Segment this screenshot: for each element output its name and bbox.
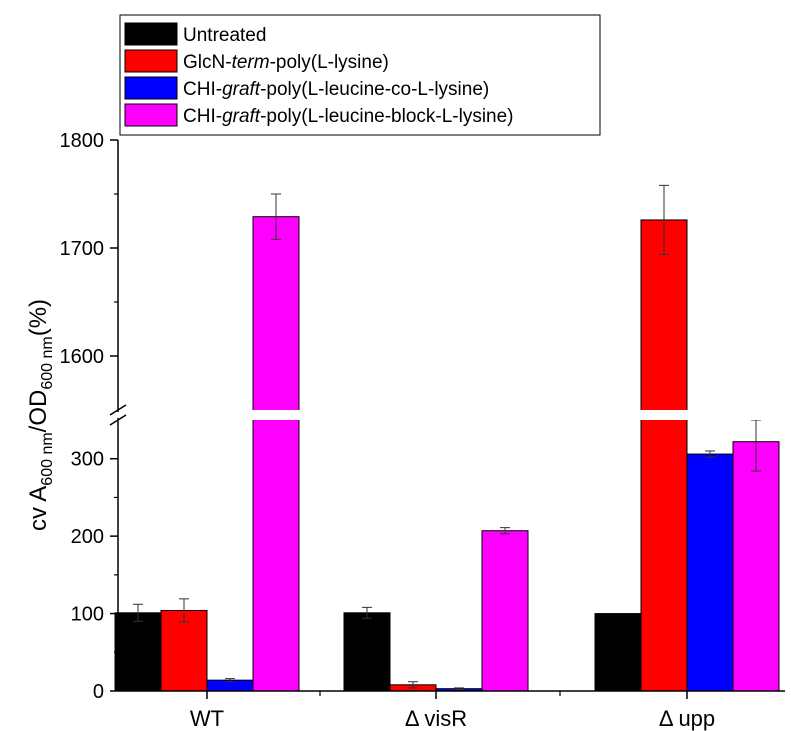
bar-chi-graft-poly-l-leucine-block-l-lysine--0 [252, 216, 300, 692]
y-tick-label: 1700 [60, 238, 105, 260]
bar-chi-graft-poly-l-leucine-co-l-lysine--2 [686, 453, 734, 692]
y-axis-title: cv A600 nm/OD600 nm(%) [25, 299, 56, 531]
bar-chi-graft-poly-l-leucine-block-l-lysine--1 [481, 530, 529, 692]
axis-break-mark [109, 414, 127, 426]
axis-break-gap [119, 410, 786, 420]
bar-glcn-term-poly-l-lysine--2 [640, 219, 688, 692]
y-tick-label: 200 [71, 526, 104, 548]
y-tick-label: 300 [71, 449, 104, 471]
axis-break-mark [109, 404, 127, 416]
legend: Untreated GlcN-term-poly(L-lysine) CHI-gra… [119, 14, 601, 136]
y-tick-label: 100 [71, 604, 104, 626]
bar-untreated-1 [343, 612, 391, 692]
legend-swatch [124, 76, 178, 100]
legend-swatch [124, 22, 178, 46]
legend-swatch [124, 103, 178, 127]
bar-untreated-0 [114, 612, 162, 692]
legend-label: GlcN-term-poly(L-lysine) [183, 52, 389, 73]
legend-label: CHI-graft-poly(L-leucine-co-L-lysine) [183, 79, 489, 100]
legend-swatch [124, 49, 178, 73]
x-tick-label: Δ visR [405, 706, 467, 731]
legend-label: CHI-graft-poly(L-leucine-block-L-lysine) [183, 106, 514, 127]
x-tick-label: WT [190, 706, 224, 731]
bars-layer [114, 184, 786, 692]
bar-untreated-2 [594, 613, 642, 692]
labels-layer: 0 100 200 300 1600 1700 1800 WT Δ visR Δ upp cv A6… [25, 130, 715, 731]
legend-label: Untreated [183, 25, 266, 46]
bar-chi-graft-poly-l-leucine-block-l-lysine--2 [732, 441, 780, 692]
legend-box [119, 14, 601, 136]
y-tick-label: 1800 [60, 130, 105, 152]
x-tick-label: Δ upp [659, 706, 715, 731]
y-tick-label: 1600 [60, 346, 105, 368]
y-tick-label: 0 [93, 681, 104, 703]
axes-layer [109, 139, 785, 699]
